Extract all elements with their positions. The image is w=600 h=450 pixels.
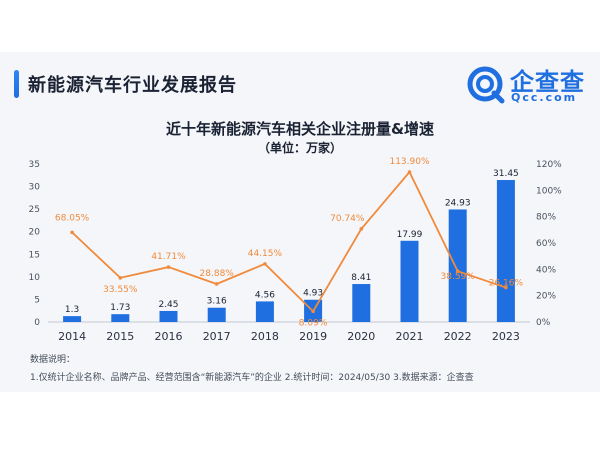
bar <box>255 301 274 322</box>
y2-tick-label: 0% <box>536 318 551 328</box>
bar-value-label: 24.93 <box>445 198 471 208</box>
growth-value-label: 38.59% <box>441 272 476 282</box>
y2-tick-label: 60% <box>536 239 556 249</box>
growth-point <box>407 170 412 174</box>
growth-point <box>214 282 219 286</box>
logo-domain: Qcc.com <box>511 91 578 104</box>
growth-value-label: 41.71% <box>151 252 186 262</box>
y2-tick-label: 100% <box>536 186 562 196</box>
header-accent-bar <box>14 70 19 98</box>
bar-value-label: 4.56 <box>255 290 275 300</box>
growth-point <box>263 262 267 266</box>
bar-value-label: 1.3 <box>65 305 79 315</box>
y2-tick-label: 20% <box>536 292 556 302</box>
y2-tick-label: 40% <box>536 265 556 275</box>
growth-value-label: 33.55% <box>103 285 138 295</box>
bar-value-label: 17.99 <box>397 230 423 240</box>
growth-value-label: 8.09% <box>299 318 328 328</box>
growth-value-label: 70.74% <box>330 214 365 224</box>
report-title: 新能源汽车行业发展报告 <box>28 75 237 96</box>
growth-value-label: 28.88% <box>200 269 235 279</box>
bar <box>352 284 371 322</box>
growth-point <box>118 276 123 280</box>
growth-point <box>311 309 315 314</box>
bar-value-label: 4.93 <box>303 289 323 299</box>
bar <box>111 314 130 322</box>
growth-point <box>504 285 508 290</box>
y-tick-label: 20 <box>29 228 41 238</box>
x-tick-label: 2023 <box>492 330 520 343</box>
bar <box>159 310 178 322</box>
growth-value-label: 44.15% <box>248 249 283 259</box>
growth-value-label: 68.05% <box>55 213 90 223</box>
y-tick-label: 10 <box>29 273 41 283</box>
chart-title: 近十年新能源汽车相关企业注册量&增速 <box>165 120 435 138</box>
bar-value-label: 31.45 <box>493 169 519 179</box>
x-tick-label: 2018 <box>251 330 279 343</box>
growth-value-label: 26.16% <box>489 279 524 289</box>
x-tick-label: 2014 <box>58 330 86 343</box>
x-tick-label: 2015 <box>106 330 134 343</box>
x-tick-label: 2021 <box>396 330 424 343</box>
y-tick-label: 0 <box>34 318 40 328</box>
y-tick-label: 30 <box>29 183 41 193</box>
x-tick-label: 2017 <box>203 330 231 343</box>
y-tick-label: 25 <box>29 205 40 215</box>
x-tick-label: 2019 <box>299 330 327 343</box>
qcc-logo-icon <box>467 66 505 104</box>
chart-subtitle: （单位：万家） <box>257 141 342 155</box>
notes-text: 1.仅统计企业名称、品牌产品、经营范围含“新能源汽车”的企业 2.统计时间：20… <box>30 373 474 383</box>
growth-point <box>70 230 74 235</box>
growth-point <box>166 265 171 269</box>
x-tick-label: 2020 <box>347 330 375 343</box>
bar-value-label: 2.45 <box>158 300 178 310</box>
x-tick-label: 2022 <box>444 330 472 343</box>
bar <box>207 307 226 322</box>
bar <box>400 240 419 322</box>
logo-text: 企查查 <box>510 68 585 96</box>
bar <box>63 316 82 322</box>
bar <box>448 209 467 322</box>
y-tick-label: 15 <box>29 250 40 260</box>
growth-line <box>71 170 507 313</box>
growth-value-label: 113.90% <box>389 157 429 167</box>
growth-point <box>359 227 364 231</box>
notes-title: 数据说明： <box>30 355 76 365</box>
y2-tick-label: 120% <box>536 160 562 170</box>
bar-value-label: 3.16 <box>207 297 227 307</box>
y2-tick-label: 80% <box>536 213 556 223</box>
x-tick-label: 2016 <box>155 330 183 343</box>
bar-value-label: 1.73 <box>110 303 130 313</box>
bar-value-label: 8.41 <box>351 273 371 283</box>
bar <box>496 180 515 322</box>
y-tick-label: 35 <box>29 160 40 170</box>
y-tick-label: 5 <box>34 295 40 305</box>
growth-point <box>455 269 460 273</box>
